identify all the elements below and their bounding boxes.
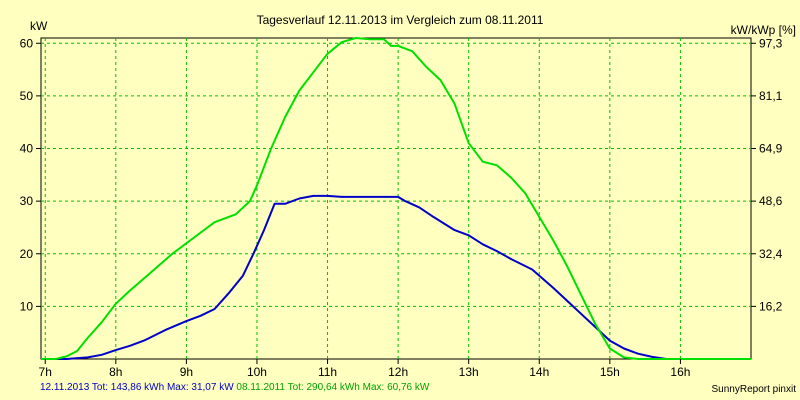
x-tick-label: 13h [459, 365, 479, 379]
y-tick-label-right: 16,2 [759, 299, 783, 313]
axes: 7h 8h 9h 10h 11h 12h 13h 14h 15h 16h 10 16,2 20 32,4 3… [20, 36, 783, 379]
y-axis-right-label: kW/kWp [%] [731, 23, 796, 37]
y-tick-label-left: 10 [20, 299, 34, 313]
credit-text: SunnyReport pinxit [711, 384, 797, 395]
x-tick-label: 16h [670, 365, 690, 379]
series-line-12-11-2013 [41, 194, 751, 360]
y-tick-label-left: 20 [20, 247, 34, 261]
x-tick-label: 10h [247, 365, 267, 379]
legend-entry-2013: 12.11.2013 Tot: 143,86 kWh Max: 31,07 kW [40, 382, 234, 393]
y-tick-label-right: 48,6 [759, 194, 783, 208]
y-tick-label-right: 97,3 [759, 36, 783, 50]
legend: 12.11.2013 Tot: 143,86 kWh Max: 31,07 kW… [40, 382, 429, 394]
x-tick-label: 12h [388, 365, 408, 379]
series-layer [41, 37, 751, 360]
grid [41, 38, 751, 359]
legend-entry-2011: 08.11.2011 Tot: 290,64 kWh Max: 60,76 kW [236, 382, 430, 393]
y-tick-label-left: 50 [20, 89, 34, 103]
y-tick-label-left: 30 [20, 194, 34, 208]
x-tick-label: 11h [318, 365, 337, 379]
x-tick-label: 15h [600, 365, 620, 379]
y-axis-left-label: kW [30, 19, 48, 33]
chart-title: Tagesverlauf 12.11.2013 im Vergleich zum… [257, 13, 544, 27]
y-tick-label-left: 60 [20, 36, 34, 50]
series-line-08-11-2011 [41, 37, 751, 360]
x-tick-label: 9h [180, 365, 193, 379]
y-tick-label-right: 64,9 [759, 142, 783, 156]
y-tick-label-left: 40 [20, 142, 34, 156]
x-tick-label: 7h [39, 365, 52, 379]
y-tick-label-right: 81,1 [759, 89, 783, 103]
x-tick-label: 8h [109, 365, 122, 379]
y-tick-label-right: 32,4 [759, 247, 783, 261]
x-tick-label: 14h [529, 365, 549, 379]
plot-area [40, 37, 752, 360]
